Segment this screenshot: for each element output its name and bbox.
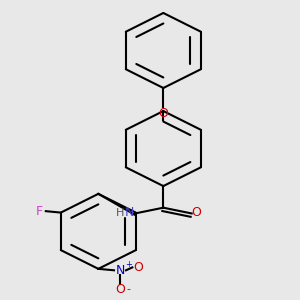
Text: O: O (115, 283, 125, 296)
Text: H: H (116, 208, 124, 218)
Text: F: F (36, 205, 43, 218)
Text: N: N (115, 264, 125, 277)
Text: N: N (125, 206, 134, 219)
Text: O: O (192, 206, 202, 218)
Text: -: - (126, 284, 130, 294)
Text: O: O (158, 107, 168, 120)
Text: +: + (125, 260, 132, 269)
Text: O: O (134, 261, 143, 274)
